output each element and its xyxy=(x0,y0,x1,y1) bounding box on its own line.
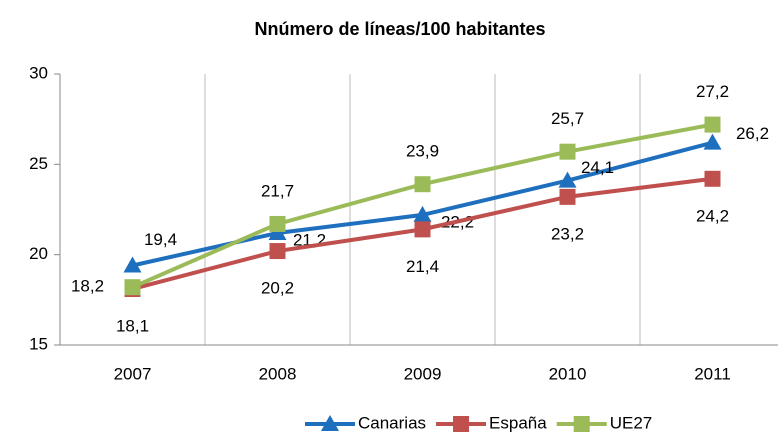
y-tick-label: 25 xyxy=(29,154,48,173)
x-tick-label: 2007 xyxy=(114,364,152,383)
data-label: 23,9 xyxy=(406,142,439,161)
x-tick-label: 2010 xyxy=(549,364,587,383)
data-label: 26,2 xyxy=(736,124,769,143)
data-label: 19,4 xyxy=(144,230,177,249)
data-label: 25,7 xyxy=(551,109,584,128)
point xyxy=(269,215,286,232)
point xyxy=(559,188,576,205)
point xyxy=(703,133,722,150)
point xyxy=(414,176,431,193)
y-tick-label: 30 xyxy=(29,63,48,82)
x-tick-label: 2011 xyxy=(694,364,731,383)
data-label: 24,1 xyxy=(581,158,614,177)
legend-marker xyxy=(573,416,590,432)
legend-label: UE27 xyxy=(610,413,653,432)
point xyxy=(704,116,721,133)
y-tick-label: 15 xyxy=(29,334,48,353)
point xyxy=(268,223,287,240)
point xyxy=(123,256,142,273)
point xyxy=(124,279,141,296)
data-label: 24,2 xyxy=(696,206,729,225)
point xyxy=(414,221,431,238)
point xyxy=(269,243,286,260)
chart-title: Nnúmero de líneas/100 habitantes xyxy=(254,19,545,39)
legend-label: España xyxy=(489,413,547,432)
data-label: 21,7 xyxy=(261,181,294,200)
point xyxy=(704,170,721,187)
legend-marker xyxy=(321,415,339,431)
data-label: 23,2 xyxy=(551,224,584,243)
data-label: 21,4 xyxy=(406,257,439,276)
legend-marker xyxy=(453,416,470,432)
point xyxy=(413,205,432,222)
x-tick-label: 2009 xyxy=(404,364,442,383)
data-label: 18,2 xyxy=(71,277,104,296)
data-label: 18,1 xyxy=(116,316,149,335)
point xyxy=(559,143,576,160)
x-tick-label: 2008 xyxy=(259,364,297,383)
legend-label: Canarias xyxy=(358,413,426,432)
data-label: 27,2 xyxy=(696,82,729,101)
y-tick-label: 20 xyxy=(29,244,48,263)
point xyxy=(558,171,577,188)
data-label: 20,2 xyxy=(261,279,294,298)
